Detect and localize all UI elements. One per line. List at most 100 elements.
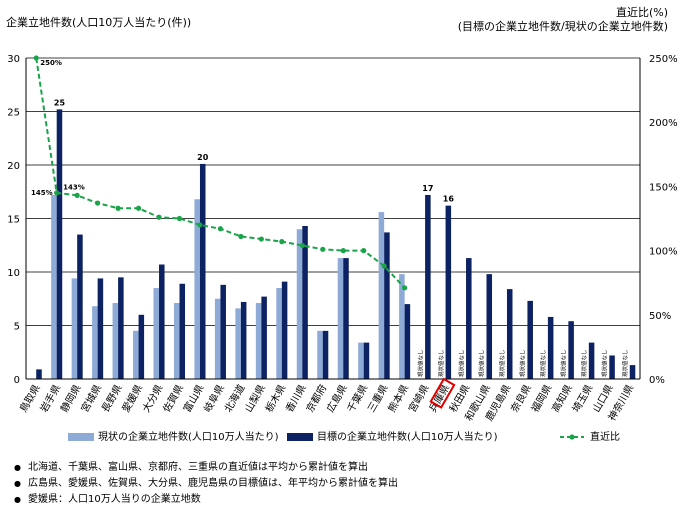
bar-value-label: 16 bbox=[443, 195, 455, 204]
bar-target bbox=[77, 234, 83, 379]
legend-swatch-current bbox=[68, 433, 94, 441]
bar-current bbox=[399, 274, 405, 379]
bar-current bbox=[337, 258, 344, 379]
bar-value-label: 20 bbox=[197, 153, 209, 162]
bar-current bbox=[255, 303, 262, 379]
note-text: 北海道、千葉県、富山県、京都府、三重県の直近値は平均から累計値を算出 bbox=[28, 460, 368, 473]
ratio-marker bbox=[340, 248, 346, 254]
no-current-value-label: 現状値なし bbox=[560, 349, 568, 377]
ratio-marker bbox=[95, 200, 101, 206]
y-right-tick-label: 100% bbox=[649, 247, 678, 258]
ratio-line bbox=[33, 55, 408, 291]
y-left-tick-label: 15 bbox=[7, 215, 20, 226]
bar-target bbox=[363, 342, 370, 379]
bar-target bbox=[36, 369, 42, 379]
y-right-tick-label: 150% bbox=[649, 182, 678, 193]
no-current-value-label: 現状値なし bbox=[457, 349, 465, 377]
y-left-tick-label: 10 bbox=[7, 268, 20, 279]
bar-current bbox=[71, 278, 78, 379]
no-current-value-label: 現状値なし bbox=[416, 349, 424, 377]
bar-target bbox=[138, 314, 145, 379]
bar-target bbox=[629, 365, 636, 379]
ratio-marker bbox=[361, 248, 367, 254]
bar-current bbox=[153, 288, 160, 379]
bar-target bbox=[97, 278, 104, 379]
ratio-marker bbox=[217, 226, 224, 232]
bar-target bbox=[588, 342, 595, 379]
bar-target bbox=[281, 281, 288, 379]
note-bullet: ● bbox=[14, 495, 21, 504]
y-left-tick-label: 20 bbox=[7, 161, 20, 172]
bar-target bbox=[445, 205, 452, 379]
ratio-marker bbox=[381, 263, 387, 269]
bar-current bbox=[92, 306, 98, 379]
bar-current bbox=[317, 330, 323, 379]
bar-target bbox=[302, 225, 308, 379]
bar-target bbox=[466, 258, 472, 379]
ratio-marker bbox=[402, 285, 408, 291]
bar-current bbox=[194, 199, 200, 379]
y-left-tick-label: 25 bbox=[7, 108, 20, 119]
no-current-value-labels: 現状値なし 現状値なし 現状値なし 現状値なし 現状値なし 現状値なし 現状値なし 現状値なし… bbox=[416, 349, 629, 377]
bar-target bbox=[568, 321, 574, 379]
bar-target bbox=[527, 300, 533, 379]
ratio-marker bbox=[156, 214, 162, 220]
line-value-label: 143% bbox=[63, 183, 85, 191]
bar-current bbox=[112, 303, 119, 379]
ratio-marker bbox=[115, 205, 121, 211]
bar-current bbox=[378, 212, 385, 379]
legend: 現状の企業立地件数(人口10万人当たり) 目標の企業立地件数(人口10万人当たり)… bbox=[68, 430, 620, 443]
bar-target bbox=[322, 330, 329, 379]
legend-label-current: 現状の企業立地件数(人口10万人当たり) bbox=[98, 430, 279, 443]
ratio-marker bbox=[54, 190, 60, 196]
line-value-label: 145% bbox=[31, 189, 53, 197]
bar-target bbox=[199, 163, 206, 379]
y-right-tick-label: 0% bbox=[649, 375, 665, 386]
bar-current bbox=[133, 330, 139, 379]
bar-target bbox=[159, 264, 165, 379]
right-axis-title-line1: 直近比(%) bbox=[616, 5, 668, 19]
bar-current bbox=[51, 194, 57, 379]
ratio-marker bbox=[238, 233, 244, 240]
bar-current bbox=[358, 342, 364, 379]
legend-label-target: 目標の企業立地件数(人口10万人当たり) bbox=[317, 430, 498, 443]
y-left-tick-label: 5 bbox=[14, 322, 20, 333]
note-bullet: ● bbox=[14, 463, 21, 472]
ratio-marker bbox=[33, 55, 39, 61]
bar-value-label: 17 bbox=[422, 184, 433, 193]
bar-target bbox=[56, 109, 63, 380]
ratio-marker bbox=[135, 205, 142, 211]
no-current-value-label: 現状値なし bbox=[437, 349, 445, 377]
bar-target bbox=[343, 258, 349, 379]
ratio-marker bbox=[299, 242, 305, 249]
note-text: 広島県、愛媛県、佐賀県、大分県、鹿児島県の目標値は、年平均から累計値を算出 bbox=[28, 476, 398, 489]
bar-target bbox=[384, 232, 390, 379]
y-right-tick-label: 50% bbox=[649, 311, 671, 322]
bar-target bbox=[486, 274, 493, 379]
legend-label-ratio: 直近比 bbox=[590, 430, 620, 443]
left-axis-title: 企業立地件数(人口10万人当たり(件)) bbox=[6, 15, 191, 29]
ratio-line-path bbox=[35, 57, 406, 289]
right-axis-title-line2: (目標の企業立地件数/現状の企業立地件数) bbox=[458, 19, 668, 33]
y-right-tick-label: 250% bbox=[649, 54, 678, 65]
no-current-value-label: 現状値なし bbox=[580, 349, 588, 377]
y-left-tick-label: 30 bbox=[7, 54, 20, 65]
line-value-label: 250% bbox=[40, 59, 62, 67]
bar-target bbox=[547, 316, 554, 379]
bar-target bbox=[425, 194, 431, 379]
bar-target bbox=[118, 277, 124, 379]
bar-target bbox=[220, 284, 226, 379]
bar-value-label: 25 bbox=[54, 98, 66, 107]
no-current-value-label: 現状値なし bbox=[478, 349, 486, 377]
bar-target bbox=[609, 355, 615, 379]
no-current-value-label: 現状値なし bbox=[601, 349, 609, 377]
highlight-box bbox=[429, 377, 456, 409]
bar-current bbox=[276, 288, 282, 379]
axes: 0 5 10 15 20 25 30 0% 50% 100% 150% 200% 250% bbox=[7, 54, 677, 386]
no-current-value-label: 現状値なし bbox=[621, 349, 629, 377]
ratio-marker bbox=[279, 239, 285, 245]
gridlines bbox=[26, 57, 640, 326]
bar-target bbox=[404, 304, 411, 379]
bar-target bbox=[261, 296, 267, 379]
